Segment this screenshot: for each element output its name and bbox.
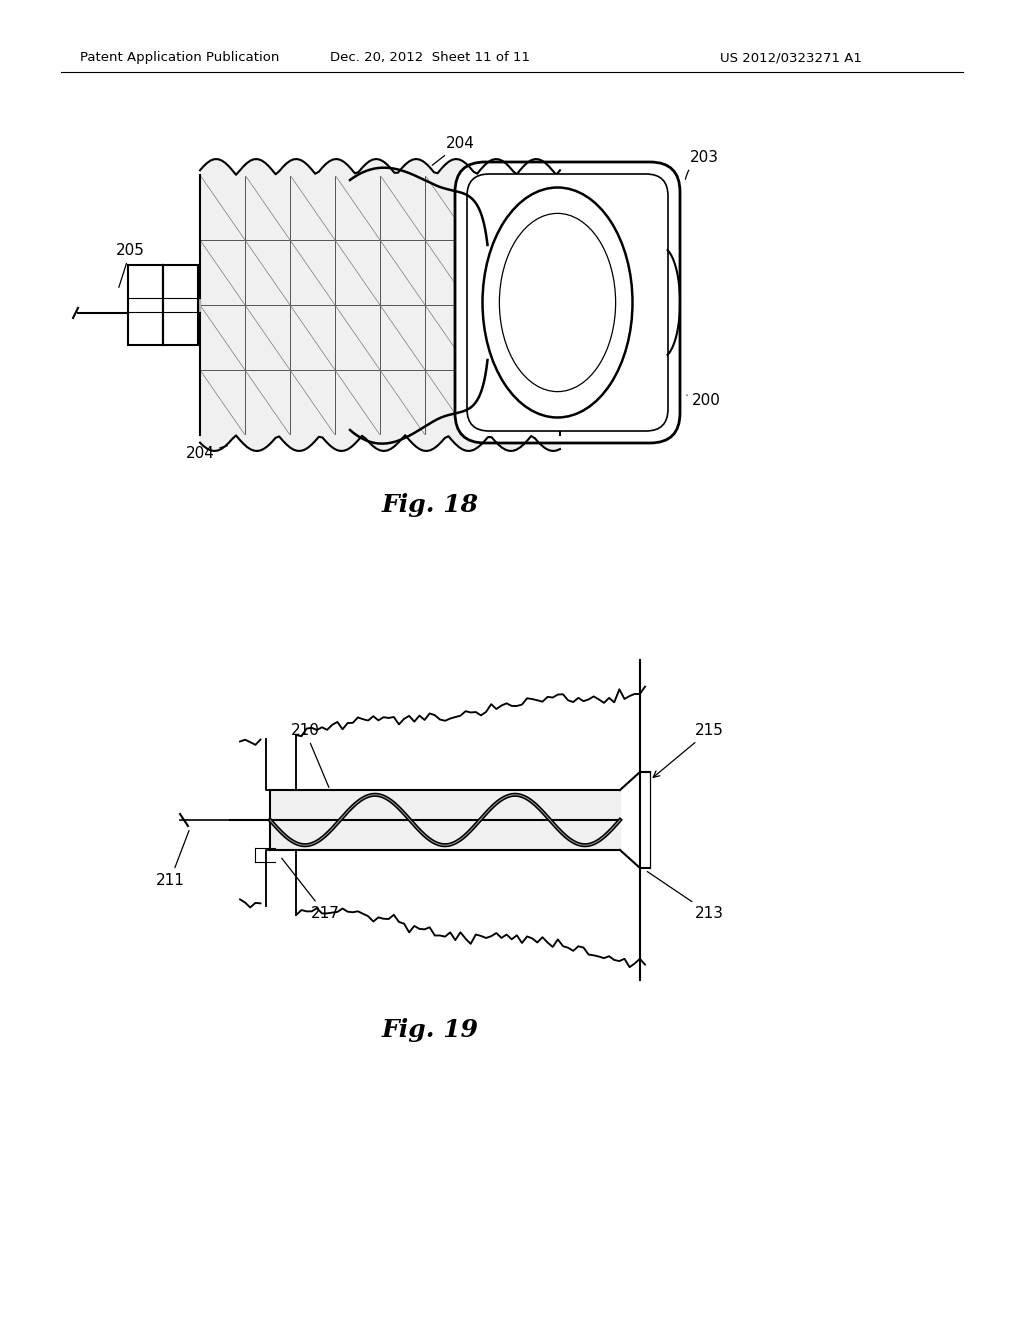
- Text: 204: 204: [185, 446, 227, 461]
- Text: 210: 210: [291, 723, 329, 788]
- FancyBboxPatch shape: [467, 174, 668, 432]
- Text: US 2012/0323271 A1: US 2012/0323271 A1: [720, 51, 862, 65]
- Polygon shape: [270, 789, 620, 850]
- Text: 211: 211: [156, 830, 189, 888]
- Text: 217: 217: [282, 858, 339, 921]
- Text: Dec. 20, 2012  Sheet 11 of 11: Dec. 20, 2012 Sheet 11 of 11: [330, 51, 530, 65]
- Polygon shape: [255, 847, 275, 862]
- Ellipse shape: [482, 187, 633, 417]
- Text: 204: 204: [432, 136, 474, 165]
- FancyBboxPatch shape: [455, 162, 680, 444]
- Bar: [163, 265, 198, 345]
- Text: 203: 203: [685, 150, 719, 180]
- Text: Fig. 19: Fig. 19: [382, 1018, 478, 1041]
- Ellipse shape: [500, 214, 615, 392]
- Polygon shape: [200, 176, 560, 436]
- Text: Fig. 18: Fig. 18: [382, 492, 478, 517]
- Bar: [128, 265, 163, 345]
- Text: 215: 215: [653, 723, 724, 777]
- Polygon shape: [128, 298, 200, 312]
- Text: 200: 200: [687, 393, 721, 408]
- Text: Patent Application Publication: Patent Application Publication: [80, 51, 280, 65]
- Text: 205: 205: [116, 243, 145, 288]
- Text: 213: 213: [647, 871, 724, 921]
